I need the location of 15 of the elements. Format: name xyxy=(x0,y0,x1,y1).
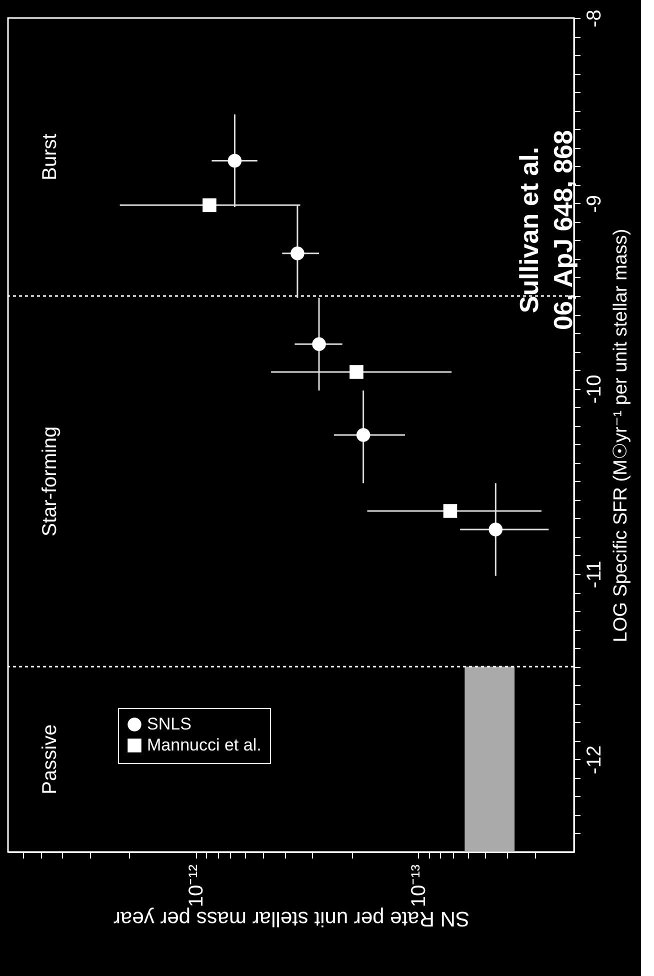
y-tick-label: -8 xyxy=(584,10,606,28)
annotation: Passive xyxy=(39,724,61,794)
annotation: Star-forming xyxy=(39,426,61,536)
y-tick-label: -10 xyxy=(584,374,606,404)
annotation: Sullivan et al. 06, ApJ 648, 868 xyxy=(514,130,578,330)
y-axis-title: LOG Specific SFR (M☉yr⁻¹ per unit stellar mass) xyxy=(610,228,632,642)
y-tick-label: -11 xyxy=(584,560,606,588)
y-tick-label: -9 xyxy=(584,194,606,213)
legend-label: Mannucci et al. xyxy=(147,736,262,754)
x-axis-title: SN Rate per unit stellar mass per year xyxy=(114,907,470,930)
x-tick-label: 10⁻¹³ xyxy=(408,864,430,908)
legend-label: SNLS xyxy=(147,714,192,734)
y-tick-label: -12 xyxy=(584,745,606,774)
annotation: Burst xyxy=(39,133,61,180)
x-tick-label: 10⁻¹² xyxy=(186,864,208,908)
